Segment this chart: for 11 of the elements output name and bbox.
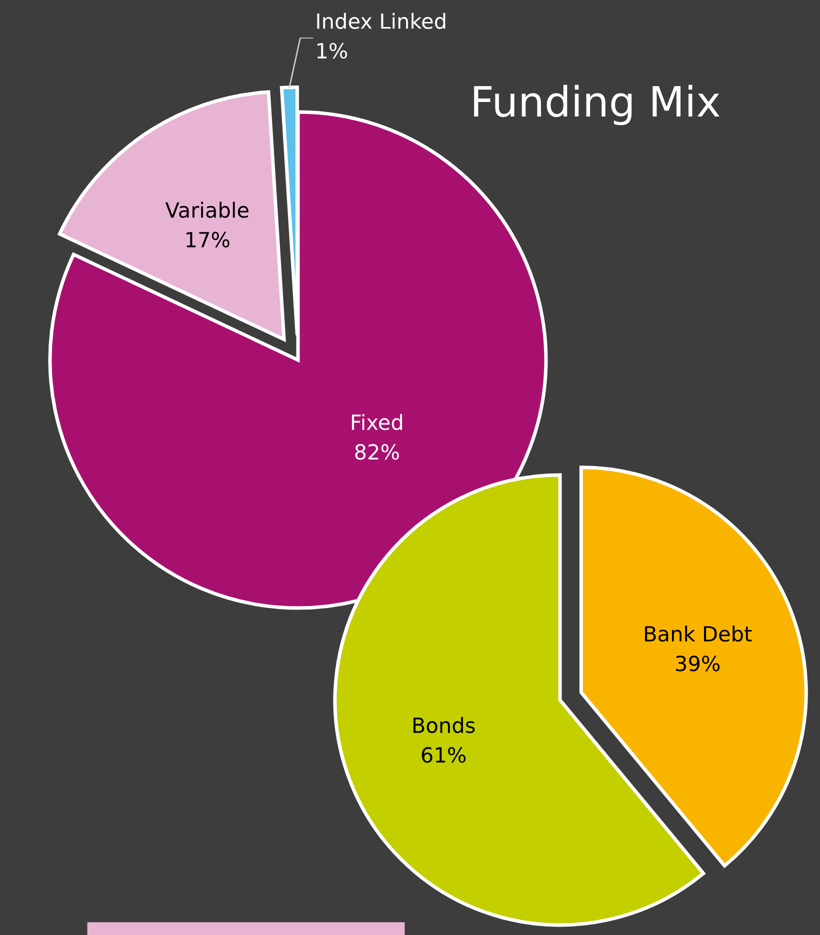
data-label: 39% — [676, 656, 720, 672]
slice-label: Variable — [165, 202, 248, 218]
data-label: 61% — [422, 747, 466, 763]
slice-label: Bank Debt — [645, 626, 752, 642]
data-label: 17% — [186, 232, 230, 248]
slice-label: Fixed — [352, 414, 402, 430]
data-label: 1% — [317, 42, 348, 59]
slice-label: Index Linked — [317, 12, 446, 29]
slice-label: Bonds — [413, 717, 475, 734]
text: Funding Mix — [474, 84, 720, 126]
data-label: 82% — [355, 444, 399, 460]
